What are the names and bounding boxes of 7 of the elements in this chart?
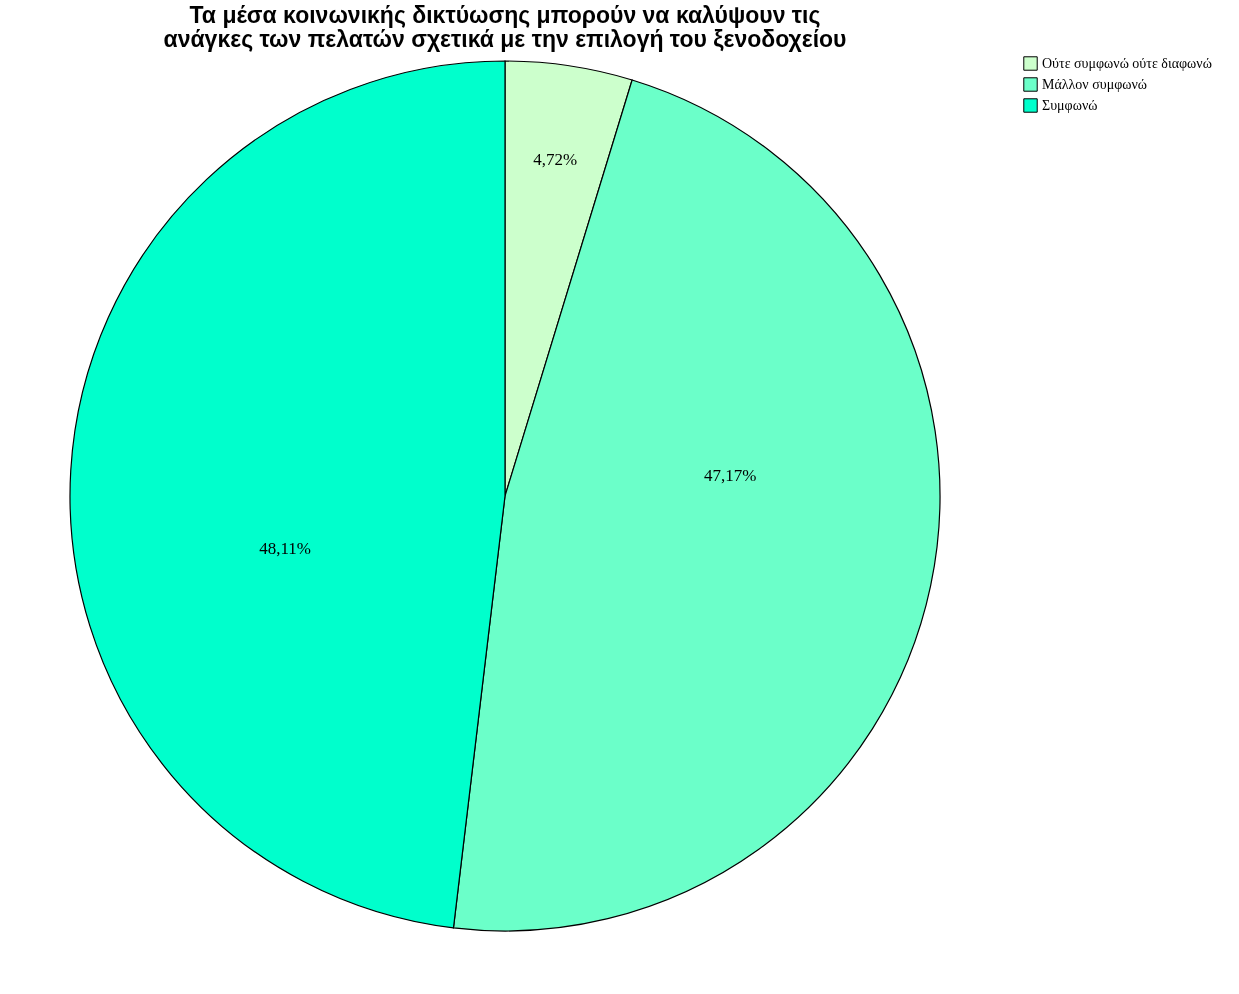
legend-label: Ούτε συμφωνώ ούτε διαφωνώ xyxy=(1042,55,1212,71)
data-label: 4,72% xyxy=(533,150,578,170)
chart-title: Τα μέσα κοινωνικής δικτύωσης μπορούν να καλύψουν τις ανάγκες των πελατών σχετικά με την επιλογή του ξενοδοχείου xyxy=(163,2,847,52)
legend-label: Μάλλον συμφωνώ xyxy=(1042,76,1148,92)
legend-label: Συμφωνώ xyxy=(1042,97,1098,113)
data-label: 48,11% xyxy=(259,539,312,559)
data-label: 47,17% xyxy=(704,465,757,485)
